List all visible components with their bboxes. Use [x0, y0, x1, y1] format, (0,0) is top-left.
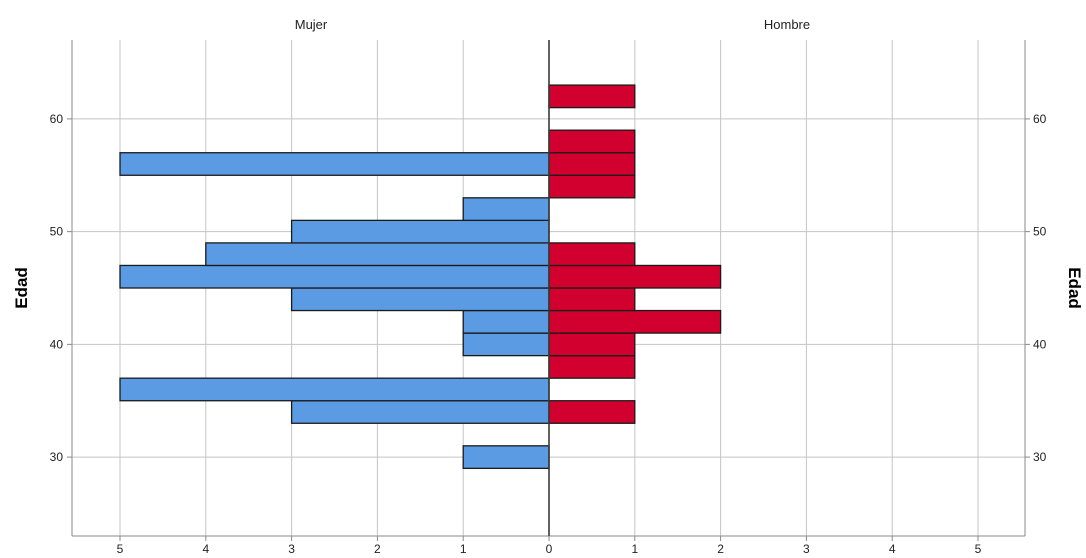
x-tick-label: 4 [889, 542, 896, 556]
bar-mujer [290, 400, 550, 424]
panel-label-hombre: Hombre [764, 17, 810, 32]
x-tick-label: 1 [460, 542, 467, 556]
bar-mujer [119, 377, 550, 402]
y-tick-label-right: 40 [1033, 337, 1047, 351]
bars [119, 84, 722, 470]
bar-mujer [119, 152, 550, 176]
bar-hombre [548, 264, 722, 289]
bar-mujer [462, 445, 550, 470]
panel-label-mujer: Mujer [295, 17, 328, 32]
bar-mujer [119, 264, 550, 289]
x-tick-label: 0 [546, 542, 553, 556]
bar-hombre [548, 309, 722, 334]
bar-mujer [462, 332, 550, 357]
bar-hombre [548, 152, 636, 176]
y-tick-label-right: 60 [1033, 112, 1047, 126]
bar-mujer [462, 197, 550, 222]
bar-hombre [548, 84, 636, 109]
x-tick-label: 2 [374, 542, 381, 556]
bar-mujer [462, 309, 550, 334]
bar-hombre [548, 129, 636, 154]
bar-hombre [548, 332, 636, 357]
y-tick-label-left: 50 [50, 225, 64, 239]
x-tick-label: 2 [717, 542, 724, 556]
x-tick-label: 3 [803, 542, 810, 556]
bar-hombre [548, 287, 636, 312]
bar-mujer [290, 287, 550, 312]
x-tick-label: 3 [288, 542, 295, 556]
x-tick-label: 4 [202, 542, 209, 556]
bar-mujer [290, 219, 550, 244]
y-tick-label-left: 30 [50, 450, 64, 464]
bar-mujer [205, 242, 550, 267]
bar-hombre [548, 400, 636, 424]
x-tick-label: 5 [117, 542, 124, 556]
x-tick-label: 1 [631, 542, 638, 556]
tick-labels: 5 4 3 2 1 0 1 2 3 4 5 30 30 40 40 50 50 60 60 [50, 112, 1047, 556]
bar-hombre [548, 174, 636, 199]
bar-hombre [548, 354, 636, 379]
y-tick-label-left: 40 [50, 337, 64, 351]
y-tick-label-right: 50 [1033, 225, 1047, 239]
y-axis-title-left: Edad [12, 267, 31, 309]
x-tick-label: 5 [975, 542, 982, 556]
bar-hombre [548, 242, 636, 267]
y-axis-title-right: Edad [1065, 267, 1084, 309]
y-tick-label-right: 30 [1033, 450, 1047, 464]
y-tick-label-left: 60 [50, 112, 64, 126]
